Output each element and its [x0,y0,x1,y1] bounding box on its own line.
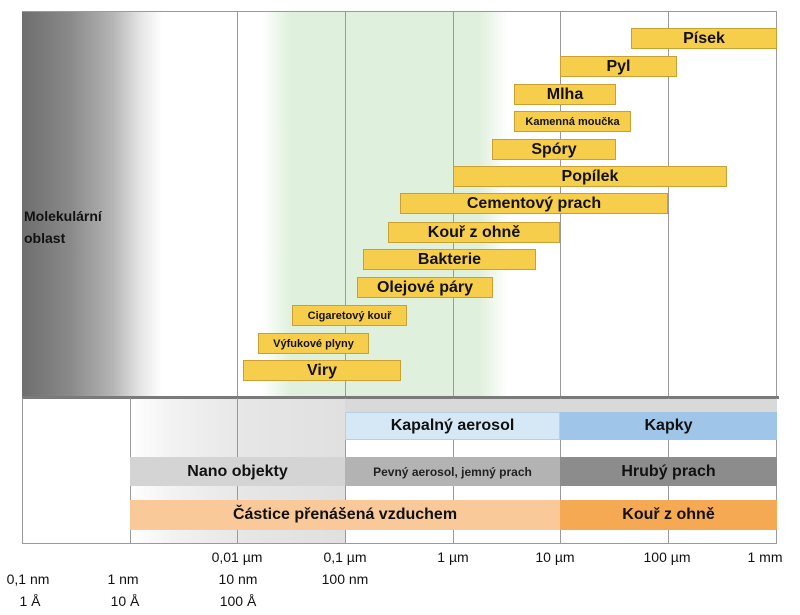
bar-kamenna-moucka: Kamenná moučka [514,111,631,132]
band-label: Kapalný aerosol [390,417,515,434]
band-pevny-aerosol: Pevný aerosol, jemný prach [345,457,560,486]
band-kour-z-ohne: Kouř z ohně [560,500,777,530]
bar-label: Spóry [531,140,577,158]
band-label: Částice přenášená vzduchem [232,506,458,523]
tick-nm: 100 nm [321,571,369,587]
tick-nm: 10 nm [218,571,258,587]
band-label: Pevný aerosol, jemný prach [373,464,532,479]
band-label: Hrubý prach [621,462,716,480]
molecular-region [22,11,162,397]
tick-um: 10 µm [535,549,575,565]
bar-olejove-pary: Olejové páry [357,277,493,298]
tick-angstrom: 10 Å [110,593,140,609]
tick-um: 0,01 µm [211,549,263,565]
bar-label: Kamenná moučka [525,115,620,128]
bar-label: Pyl [606,57,631,75]
tick-um: 0,1 µm [323,549,367,565]
bar-popilek: Popílek [453,166,727,187]
tick-angstrom: 100 Å [219,593,257,609]
bar-label: Popílek [561,167,619,185]
bar-label: Mlha [546,85,584,103]
bar-label: Písek [683,29,725,47]
band-kapalny-aerosol: Kapalný aerosol [345,412,560,440]
bar-label: Cementový prach [466,194,602,212]
molecular-region-label: Molekulární oblast [24,205,134,249]
bar-label: Viry [307,361,337,379]
band-label: Kouř z ohně [622,506,715,523]
gridline [345,11,346,398]
gridline [237,11,238,398]
bar-bakterie: Bakterie [363,249,536,270]
bar-label: Cigaretový kouř [307,309,392,322]
band-nano-objekty: Nano objekty [130,457,345,486]
band-hruby-prach: Hrubý prach [560,457,777,486]
tick-um: 1 µm [437,549,469,565]
bar-cigaretovy-kour: Cigaretový kouř [292,305,407,326]
section-separator [22,396,779,399]
bar-spory: Spóry [492,139,616,160]
bar-label: Výfukové plyny [273,337,354,350]
band-label: Nano objekty [187,462,288,480]
bar-pyl: Pyl [560,56,677,77]
molecular-region-line2: oblast [24,230,66,246]
bar-cementovy-prach: Cementový prach [400,193,668,214]
band-castice-vzduchem: Částice přenášená vzduchem [130,500,560,530]
tick-um: 100 µm [643,549,691,565]
gridline [668,11,669,398]
bar-pisek: Písek [631,28,777,49]
bar-mlha: Mlha [514,84,616,105]
tick-nm: 1 nm [107,571,139,587]
tick-um: 1 mm [747,549,783,565]
upper-strip [345,399,777,412]
bar-label: Olejové páry [376,278,474,296]
bar-viry: Viry [243,360,401,381]
molecular-region-line1: Molekulární [24,208,102,224]
tick-angstrom: 1 Å [19,593,41,609]
band-kapky: Kapky [560,412,777,440]
band-label: Kapky [644,417,693,434]
bar-vyfukove-plyny: Výfukové plyny [258,333,369,354]
tick-nm: 0,1 nm [6,571,50,587]
bar-label: Kouř z ohně [427,223,521,241]
bar-label: Bakterie [417,250,482,268]
bar-kour-z-ohne: Kouř z ohně [388,222,560,243]
